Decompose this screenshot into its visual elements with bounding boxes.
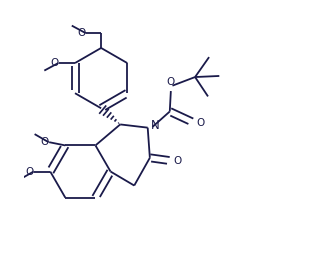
- Text: O: O: [40, 137, 49, 147]
- Text: O: O: [196, 118, 204, 128]
- Text: O: O: [25, 166, 33, 177]
- Text: O: O: [78, 28, 86, 38]
- Text: O: O: [166, 77, 175, 87]
- Text: O: O: [50, 58, 58, 68]
- Text: O: O: [174, 156, 182, 166]
- Text: N: N: [151, 119, 160, 132]
